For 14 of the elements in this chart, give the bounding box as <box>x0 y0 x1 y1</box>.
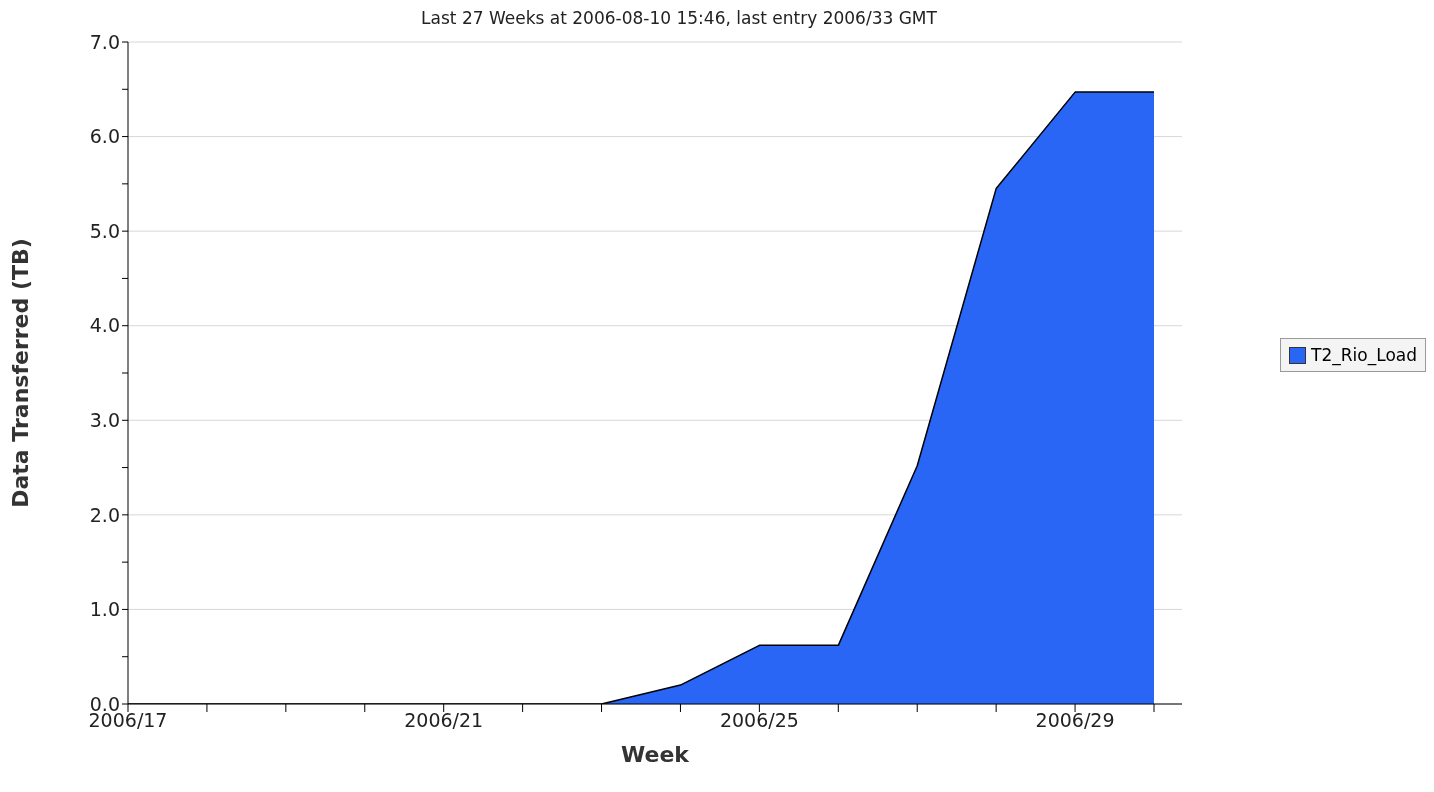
y-tick-label: 4.0 <box>89 314 120 337</box>
x-tick-label: 2006/21 <box>404 709 484 732</box>
y-tick-label: 7.0 <box>89 30 120 53</box>
y-tick-label: 5.0 <box>89 219 120 242</box>
legend-label: T2_Rio_Load <box>1311 345 1417 365</box>
chart-subtitle: Last 27 Weeks at 2006-08-10 15:46, last entry 2006/33 GMT <box>420 8 938 28</box>
x-tick-label: 2006/25 <box>719 709 799 732</box>
y-tick-label: 3.0 <box>89 409 120 432</box>
x-tick-label: 2006/29 <box>1035 709 1115 732</box>
y-axis-title: Data Transferred (TB) <box>7 238 33 508</box>
y-tick-label: 2.0 <box>89 503 120 526</box>
y-tick-label: 6.0 <box>89 125 120 148</box>
x-axis-title: Week <box>621 742 691 767</box>
y-tick-label: 1.0 <box>89 598 120 621</box>
